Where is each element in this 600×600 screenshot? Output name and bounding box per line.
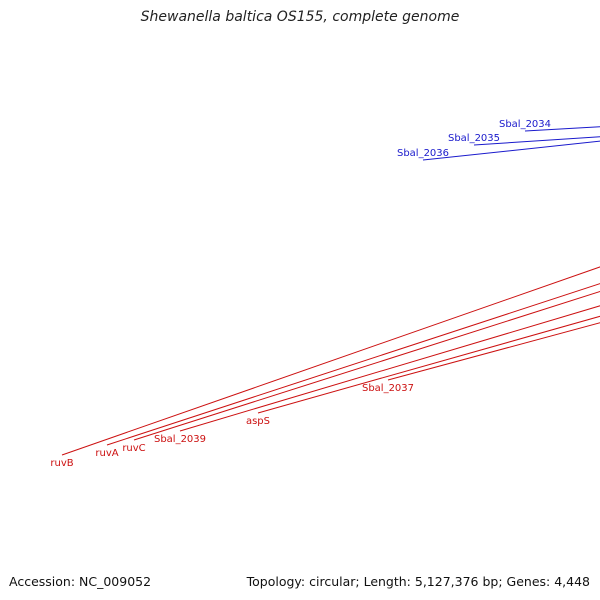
gene-leader-line	[422, 140, 600, 161]
gene-label: Sbal_2034	[499, 119, 551, 130]
gene-label: aspS	[246, 416, 270, 427]
accession-text: Accession: NC_009052	[9, 574, 152, 589]
gene-label: ruvA	[95, 448, 118, 459]
gene-label: Sbal_2035	[448, 133, 500, 144]
gene-leader-line	[133, 290, 600, 441]
gene-label: Sbal_2036	[397, 148, 449, 159]
gene-label: ruvC	[122, 443, 145, 454]
gene-label: ruvB	[50, 458, 73, 469]
gene-labels: Sbal_2034 Sbal_2035 Sbal_2036 Sbal_2037 aspS…	[50, 119, 600, 469]
gene-label: Sbal_2039	[154, 434, 206, 445]
gene-leader-line	[106, 283, 600, 446]
genome-summary-text: Topology: circular; Length: 5,127,376 bp…	[246, 574, 590, 589]
gene-leader-line	[61, 266, 600, 456]
gene-leader-line	[257, 315, 600, 414]
map-title: Shewanella baltica OS155, complete genom…	[140, 9, 460, 25]
gene-leader-line	[387, 322, 600, 381]
gene-leader-line	[179, 305, 600, 432]
gene-label: Sbal_2037	[362, 383, 414, 394]
